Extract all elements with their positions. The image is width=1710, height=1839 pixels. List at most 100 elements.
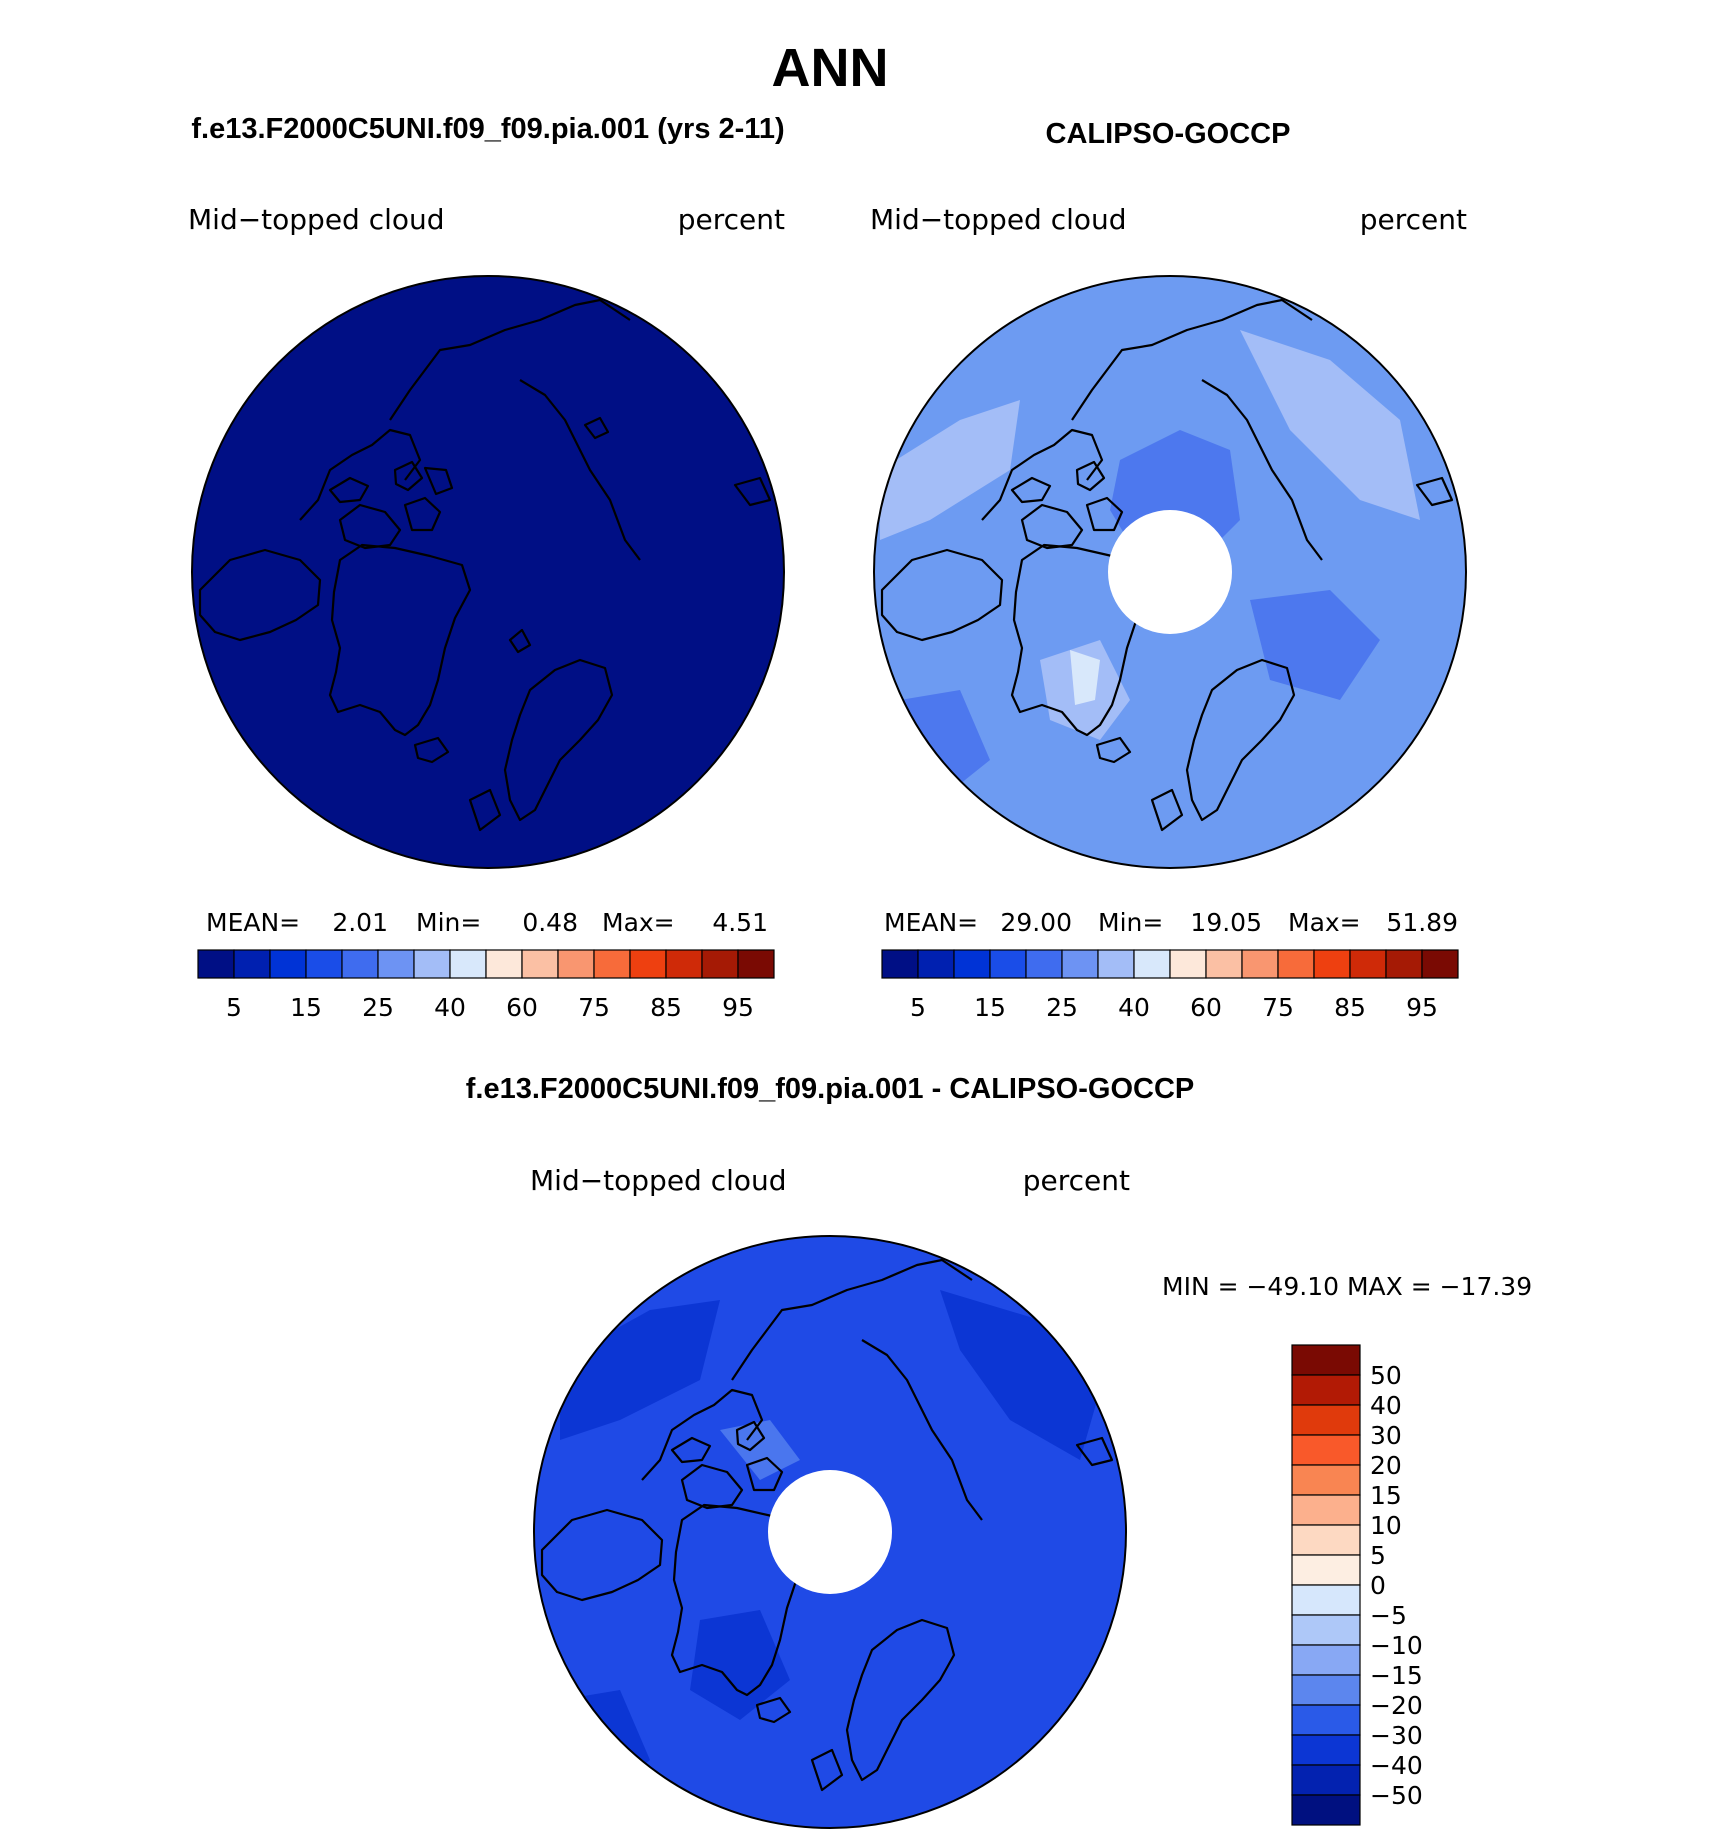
colorbar-tick-label: 50 [1370, 1361, 1402, 1390]
max-label: Max= [1288, 908, 1361, 937]
units-label: percent [1023, 1164, 1130, 1197]
colorbar-swatch [989, 949, 1027, 979]
colorbar-tick-label: −5 [1370, 1601, 1407, 1630]
colorbar-swatch [593, 949, 631, 979]
map-border [533, 1235, 1127, 1829]
colorbar-swatch [1349, 949, 1387, 979]
colorbar-tick-label: 5 [910, 993, 926, 1022]
colorbar-swatch [953, 949, 991, 979]
colorbar-swatch [557, 949, 595, 979]
colorbar-tick-label: 5 [226, 993, 242, 1022]
colorbar-swatch [1241, 949, 1279, 979]
panel-heading: f.e13.F2000C5UNI.f09_f09.pia.001 - CALIP… [466, 1073, 1194, 1105]
colorbar-swatch [1291, 1494, 1361, 1526]
colorbar-swatch [1133, 949, 1171, 979]
colorbar-tick-label: 75 [578, 993, 610, 1022]
colorbar-tick-label: 40 [1118, 993, 1150, 1022]
colorbar-swatch [1291, 1674, 1361, 1706]
colorbar-swatch [1291, 1764, 1361, 1796]
colorbar-tick-label: 10 [1370, 1511, 1402, 1540]
max-value: 4.51 [712, 908, 768, 937]
colorbar-swatch [1385, 949, 1423, 979]
map-border [873, 275, 1467, 869]
min-label: Min= [1098, 908, 1163, 937]
colorbar-swatch [1291, 1554, 1361, 1586]
min-value: 19.05 [1190, 908, 1262, 937]
colorbar-tick-label: −50 [1370, 1781, 1423, 1810]
colorbar-swatch [1291, 1524, 1361, 1556]
colorbar-tick-label: 95 [722, 993, 754, 1022]
min-value: 0.48 [522, 908, 578, 937]
colorbar-swatch [377, 949, 415, 979]
variable-label: Mid−topped cloud [870, 203, 1127, 236]
panel-heading: CALIPSO-GOCCP [1046, 118, 1291, 150]
mean-label: MEAN= [884, 908, 978, 937]
colorbar-swatch [1061, 949, 1099, 979]
colorbar-tick-label: 30 [1370, 1421, 1402, 1450]
variable-label: Mid−topped cloud [188, 203, 445, 236]
min-label: Min= [416, 908, 481, 937]
colorbar-tick-label: −15 [1370, 1661, 1423, 1690]
polar-map [873, 275, 1467, 869]
colorbar-swatch [1291, 1434, 1361, 1466]
colorbar-swatch [341, 949, 379, 979]
panel-model: f.e13.F2000C5UNI.f09_f09.pia.001 (yrs 2-… [188, 113, 785, 1022]
max-label: Max= [602, 908, 675, 937]
colorbar-tick-label: 20 [1370, 1451, 1402, 1480]
colorbar-swatch [521, 949, 559, 979]
colorbar-tick-label: 85 [1334, 993, 1366, 1022]
colorbar-swatch [269, 949, 307, 979]
stats-line: MEAN= 29.00 Min= 19.05 Max= 51.89 [884, 908, 1458, 937]
colorbar-swatch [305, 949, 343, 979]
coastline-icon [198, 298, 772, 832]
panel-obs: CALIPSO-GOCCP Mid−topped cloud percent [870, 118, 1467, 1022]
units-label: percent [1360, 203, 1467, 236]
polar-hole [1108, 510, 1232, 634]
colorbar-swatch [1205, 949, 1243, 979]
colorbar-tick-label: 25 [362, 993, 394, 1022]
map-border [191, 275, 785, 869]
colorbar-tick-label: 15 [290, 993, 322, 1022]
colorbar-swatch [1291, 1614, 1361, 1646]
variable-label: Mid−topped cloud [530, 1164, 787, 1197]
colorbar-swatch [737, 949, 775, 979]
mean-value: 2.01 [332, 908, 388, 937]
colorbar-tick-label: 25 [1046, 993, 1078, 1022]
colorbar-tick-label: 15 [974, 993, 1006, 1022]
polar-map [533, 1235, 1127, 1829]
colorbar-tick-label: 75 [1262, 993, 1294, 1022]
colorbar-swatch [233, 949, 271, 979]
colorbar-swatch [1025, 949, 1063, 979]
colorbar-obs: 5 15 25 40 60 75 85 95 [881, 949, 1459, 1022]
colorbar-tick-label: 40 [1370, 1391, 1402, 1420]
colorbar-swatch [1291, 1464, 1361, 1496]
colorbar-tick-label: −10 [1370, 1631, 1423, 1660]
panel-heading: f.e13.F2000C5UNI.f09_f09.pia.001 (yrs 2-… [191, 113, 784, 145]
colorbar-swatch [1291, 1734, 1361, 1766]
colorbar-swatch [1421, 949, 1459, 979]
minmax-label: MIN = −49.10 MAX = −17.39 [1162, 1272, 1532, 1301]
colorbar-tick-label: 60 [1190, 993, 1222, 1022]
colorbar-tick-label: 0 [1370, 1571, 1386, 1600]
mean-label: MEAN= [206, 908, 300, 937]
colorbar-model: 5 15 25 40 60 75 85 95 [197, 949, 775, 1022]
colorbar-tick-label: −30 [1370, 1721, 1423, 1750]
colorbar-swatch [1313, 949, 1351, 979]
colorbar-swatch [413, 949, 451, 979]
colorbar-tick-label: 60 [506, 993, 538, 1022]
colorbar-swatch [1097, 949, 1135, 979]
colorbar-swatch [1169, 949, 1207, 979]
stats-line: MEAN= 2.01 Min= 0.48 Max= 4.51 [206, 908, 768, 937]
colorbar-swatch [1291, 1644, 1361, 1676]
max-value: 51.89 [1386, 908, 1458, 937]
colorbar-tick-label: 85 [650, 993, 682, 1022]
colorbar-swatch [485, 949, 523, 979]
colorbar-swatch [1291, 1404, 1361, 1436]
polar-map [191, 275, 785, 869]
colorbar-tick-label: −20 [1370, 1691, 1423, 1720]
mean-value: 29.00 [1000, 908, 1072, 937]
polar-hole [768, 1470, 892, 1594]
colorbar-tick-label: 95 [1406, 993, 1438, 1022]
colorbar-tick-label: 15 [1370, 1481, 1402, 1510]
